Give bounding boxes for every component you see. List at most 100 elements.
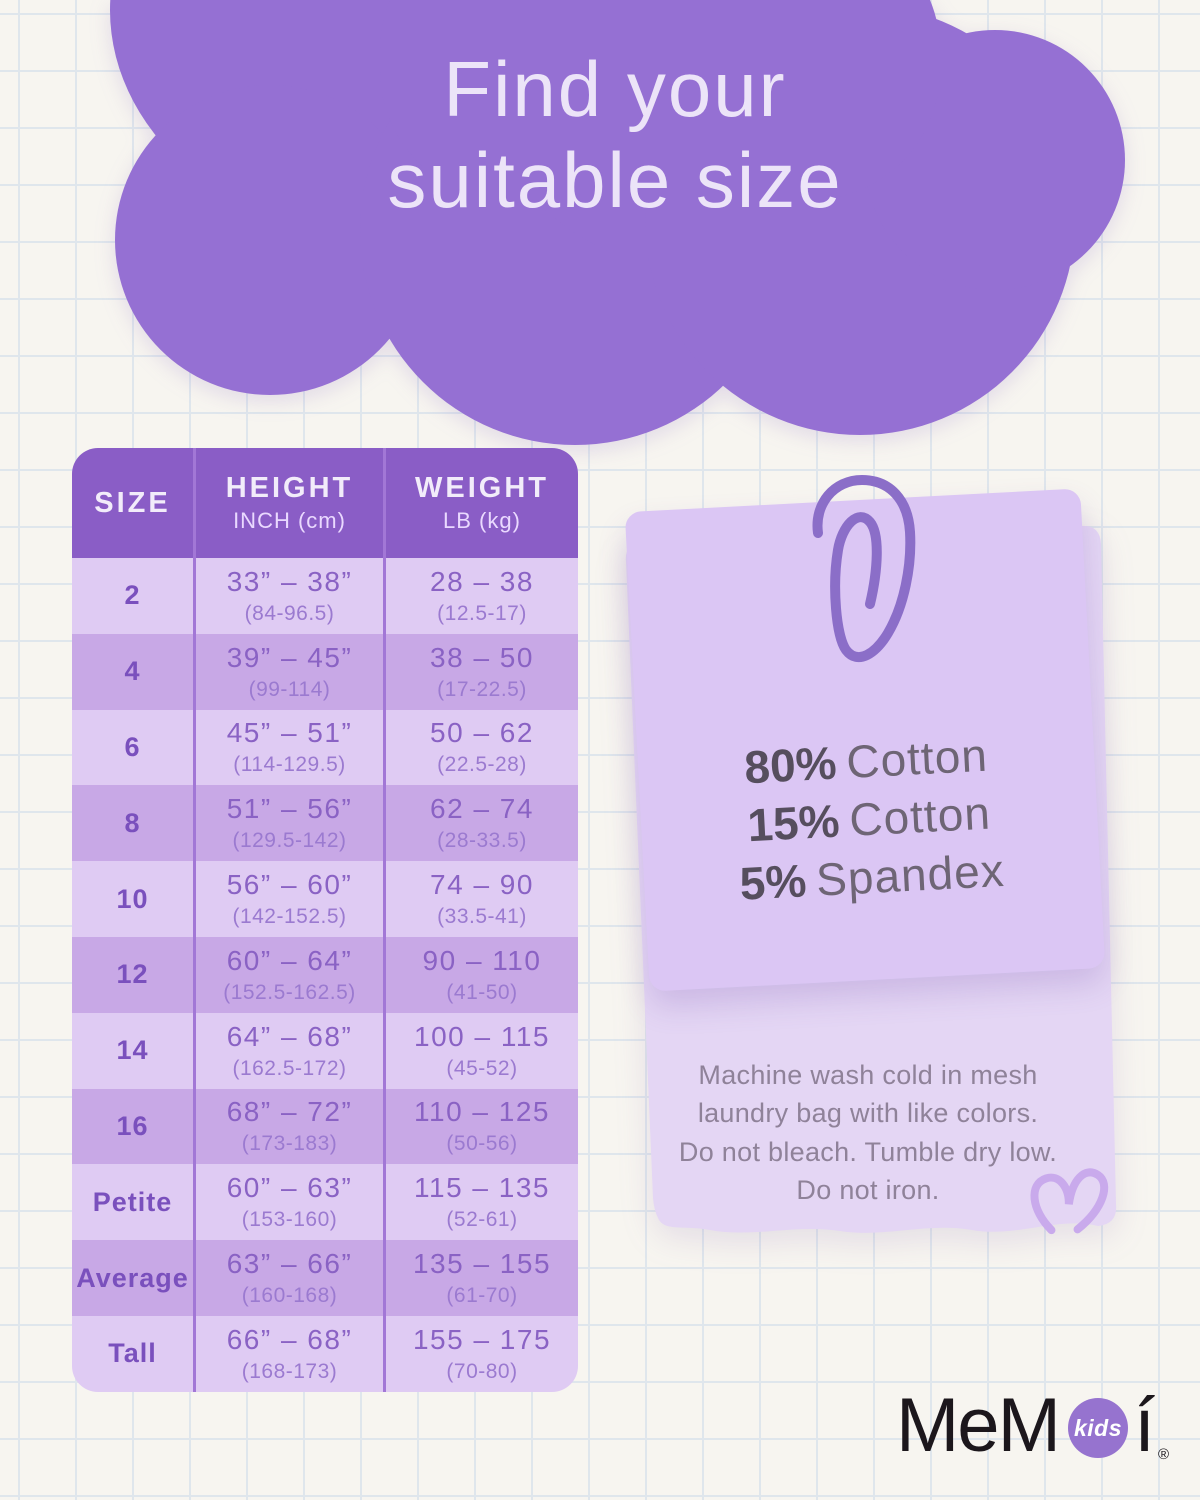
weight-cell: 90 – 110 (41-50) xyxy=(383,936,578,1013)
height-range-cm: (129.5-142) xyxy=(232,829,347,853)
weight-range-kg: (52-61) xyxy=(446,1208,518,1232)
weight-cell: 115 – 135 (52-61) xyxy=(383,1164,578,1241)
weight-range-lb: 115 – 135 xyxy=(414,1172,550,1204)
size-label: Tall xyxy=(108,1338,157,1369)
height-range-inch: 68” – 72” xyxy=(226,1096,353,1128)
logo-text-left: MeM xyxy=(896,1383,1061,1468)
heart-icon xyxy=(1030,1168,1109,1235)
height-range-cm: (84-96.5) xyxy=(244,601,335,625)
weight-cell: 110 – 125 (50-56) xyxy=(383,1088,578,1165)
height-range-inch: 60” – 64” xyxy=(226,944,353,976)
table-row: 8 51” – 56” (129.5-142) 62 – 74 (28-33.5… xyxy=(72,785,578,862)
memoi-logo: MeM kids í ® xyxy=(896,1388,1196,1472)
care-line: Machine wash cold in mesh xyxy=(698,1060,1038,1090)
height-cell: 63” – 66” (160-168) xyxy=(193,1240,383,1316)
size-cell: 10 xyxy=(72,861,193,937)
height-range-inch: 33” – 38” xyxy=(226,565,353,597)
table-row: 4 39” – 45” (99-114) 38 – 50 (17-22.5) xyxy=(72,633,578,710)
column-header-weight: WEIGHT LB (kg) xyxy=(383,448,578,558)
height-range-cm: (162.5-172) xyxy=(232,1056,347,1080)
size-label: 10 xyxy=(116,883,149,914)
height-range-cm: (153-160) xyxy=(241,1208,338,1232)
size-cell: 4 xyxy=(72,634,193,710)
weight-cell: 62 – 74 (28-33.5) xyxy=(383,785,578,862)
height-range-cm: (173-183) xyxy=(241,1132,338,1156)
table-row: Average 63” – 66” (160-168) 135 – 155 (6… xyxy=(72,1240,578,1316)
height-range-cm: (99-114) xyxy=(248,677,331,701)
composition-line: 5% Spandex xyxy=(738,841,1006,913)
weight-range-kg: (12.5-17) xyxy=(437,601,527,625)
table-row: Tall 66” – 68” (168-173) 155 – 175 (70-8… xyxy=(72,1315,578,1392)
weight-range-kg: (61-70) xyxy=(446,1284,518,1308)
weight-range-lb: 38 – 50 xyxy=(430,641,534,673)
care-line: Do not iron. xyxy=(796,1174,940,1205)
height-cell: 39” – 45” (99-114) xyxy=(193,633,383,710)
composition-percent: 15% xyxy=(746,794,841,852)
size-cell: 6 xyxy=(72,710,193,786)
height-cell: 60” – 63” (153-160) xyxy=(193,1164,383,1241)
composition-percent: 5% xyxy=(738,854,808,910)
size-label: 16 xyxy=(116,1110,149,1141)
weight-cell: 74 – 90 (33.5-41) xyxy=(383,861,578,937)
height-cell: 33” – 38” (84-96.5) xyxy=(193,558,383,634)
weight-range-kg: (41-50) xyxy=(446,980,518,1004)
table-row: 12 60” – 64” (152.5-162.5) 90 – 110 (41-… xyxy=(72,936,578,1013)
composition-material: Spandex xyxy=(814,843,1006,906)
weight-range-lb: 110 – 125 xyxy=(414,1096,550,1128)
table-row: 2 33” – 38” (84-96.5) 28 – 38 (12.5-17) xyxy=(72,558,578,634)
weight-range-kg: (45-52) xyxy=(446,1056,518,1080)
weight-cell: 50 – 62 (22.5-28) xyxy=(383,709,578,786)
weight-cell: 155 – 175 (70-80) xyxy=(383,1315,578,1392)
size-cell: Average xyxy=(72,1240,193,1316)
weight-range-kg: (70-80) xyxy=(446,1359,518,1383)
height-range-inch: 51” – 56” xyxy=(226,793,353,825)
care-line: laundry bag with like colors. xyxy=(697,1098,1039,1129)
logo-kids-badge: kids xyxy=(1068,1398,1128,1458)
size-cell: 12 xyxy=(72,937,193,1013)
weight-range-lb: 28 – 38 xyxy=(430,565,534,597)
size-cell: 16 xyxy=(72,1089,193,1165)
table-row: 16 68” – 72” (173-183) 110 – 125 (50-56) xyxy=(72,1088,578,1165)
size-chart-table: SIZE HEIGHT INCH (cm) WEIGHT LB (kg) 2 3… xyxy=(72,448,578,1392)
weight-range-lb: 155 – 175 xyxy=(412,1323,552,1355)
height-cell: 68” – 72” (173-183) xyxy=(193,1088,383,1165)
composition-material: Cotton xyxy=(848,786,993,846)
table-row: 10 56” – 60” (142-152.5) 74 – 90 (33.5-4… xyxy=(72,861,578,937)
composition-material: Cotton xyxy=(845,728,990,788)
height-range-cm: (168-173) xyxy=(241,1359,338,1383)
size-label: 6 xyxy=(124,731,141,762)
size-label: 2 xyxy=(124,580,141,611)
weight-range-lb: 90 – 110 xyxy=(422,944,542,976)
weight-cell: 100 – 115 (45-52) xyxy=(383,1012,578,1089)
table-row: 14 64” – 68” (162.5-172) 100 – 115 (45-5… xyxy=(72,1012,578,1089)
paperclip-icon xyxy=(812,474,916,663)
weight-range-kg: (50-56) xyxy=(446,1132,518,1156)
table-row: 6 45” – 51” (114-129.5) 50 – 62 (22.5-28… xyxy=(72,709,578,786)
title-cloud xyxy=(110,0,1125,445)
page-title: Find your suitable size xyxy=(150,44,1080,227)
height-cell: 51” – 56” (129.5-142) xyxy=(193,785,383,862)
height-range-cm: (142-152.5) xyxy=(232,905,347,929)
height-range-cm: (160-168) xyxy=(241,1284,338,1308)
size-label: Petite xyxy=(92,1186,173,1217)
weight-range-kg: (28-33.5) xyxy=(437,829,527,853)
column-header-height: HEIGHT INCH (cm) xyxy=(193,448,383,558)
height-cell: 45” – 51” (114-129.5) xyxy=(193,709,383,786)
height-range-inch: 60” – 63” xyxy=(226,1172,353,1204)
size-cell: Tall xyxy=(72,1316,193,1392)
weight-range-lb: 50 – 62 xyxy=(430,717,534,749)
height-cell: 66” – 68” (168-173) xyxy=(193,1315,383,1392)
weight-range-kg: (17-22.5) xyxy=(437,677,527,701)
weight-cell: 38 – 50 (17-22.5) xyxy=(383,633,578,710)
logo-text-right: í xyxy=(1134,1383,1156,1468)
size-cell: 8 xyxy=(72,785,193,861)
height-cell: 64” – 68” (162.5-172) xyxy=(193,1012,383,1089)
size-label: Average xyxy=(76,1262,189,1293)
size-cell: 14 xyxy=(72,1013,193,1089)
weight-range-kg: (33.5-41) xyxy=(437,905,527,929)
size-label: 8 xyxy=(124,807,141,838)
weight-range-lb: 62 – 74 xyxy=(430,793,534,825)
height-range-inch: 63” – 66” xyxy=(226,1248,353,1280)
composition-percent: 80% xyxy=(743,736,838,794)
size-cell: 2 xyxy=(72,558,193,634)
